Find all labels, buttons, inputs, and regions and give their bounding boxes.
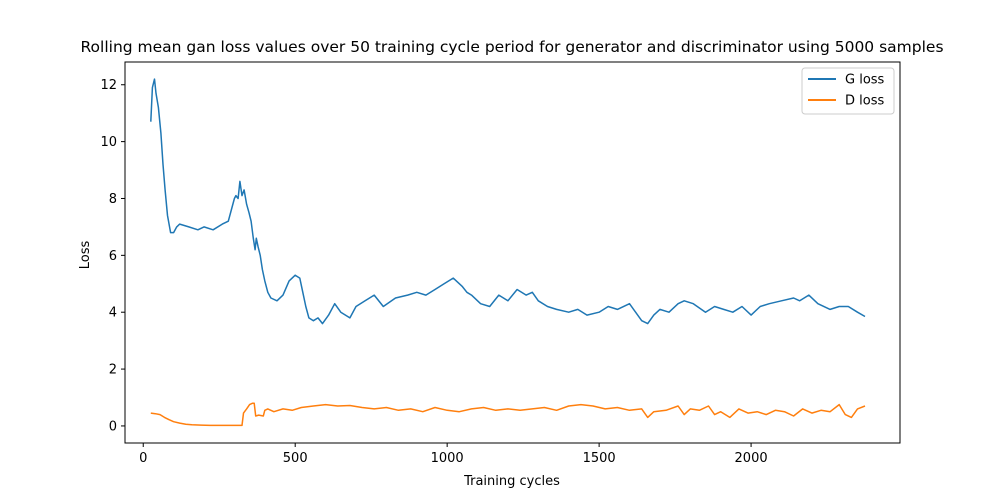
- x-axis-title: Training cycles: [463, 474, 560, 489]
- y-axis: 0 2 4 6 8 10 12: [100, 78, 125, 434]
- y-tick-label: 10: [100, 135, 117, 150]
- series-line-g-loss: [150, 78, 866, 325]
- y-tick-label: 0: [109, 419, 117, 434]
- legend: G loss D loss: [801, 67, 895, 115]
- plot-area: [124, 61, 901, 444]
- y-axis-title: Loss: [78, 241, 93, 270]
- chart-title: Rolling mean gan loss values over 50 tra…: [80, 38, 943, 56]
- x-tick-label: 0: [139, 451, 147, 466]
- series-line-d-loss: [150, 402, 866, 427]
- x-tick-label: 2000: [735, 451, 768, 466]
- y-tick-label: 4: [109, 306, 117, 321]
- y-tick-label: 8: [109, 192, 117, 207]
- y-tick-label: 6: [109, 249, 117, 264]
- plot-frame: [124, 61, 901, 444]
- y-tick-label: 2: [109, 363, 117, 378]
- x-tick-label: 1000: [431, 451, 464, 466]
- x-axis: 0 500 1000 1500 2000: [139, 443, 768, 466]
- x-tick-label: 500: [283, 451, 308, 466]
- y-tick-label: 12: [100, 78, 117, 93]
- legend-label: D loss: [845, 94, 884, 109]
- legend-label: G loss: [845, 73, 885, 88]
- x-tick-label: 1500: [583, 451, 616, 466]
